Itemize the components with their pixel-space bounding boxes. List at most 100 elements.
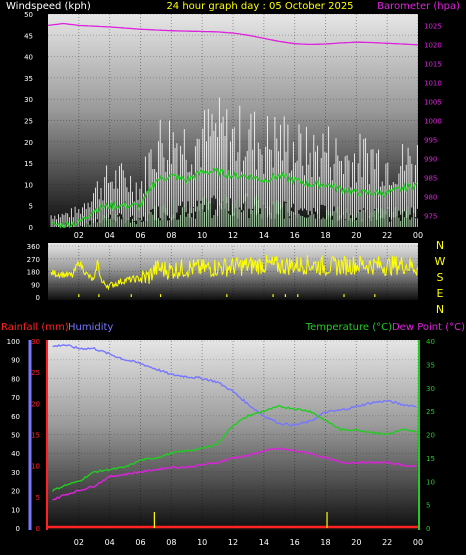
x-tick-20: 20 [351, 538, 361, 547]
temp-ticks: 0 10 20 30 40 50 60 70 80 90 10 00 5 10 15 20 25 30 0 5 10 15… [7, 338, 435, 547]
compass-e: E [437, 287, 444, 300]
temperature-tick-35: 35 [426, 361, 435, 369]
barometer-axis-label: Barometer (hpa) [377, 1, 460, 12]
rainfall-tick-20: 20 [31, 400, 40, 408]
wind-tick-40: 40 [24, 54, 33, 62]
wind-tick-25: 25 [24, 118, 33, 126]
humidity-tick-60: 60 [11, 413, 20, 421]
temperature-tick-5: 5 [426, 502, 430, 510]
temperature-tick-20: 20 [426, 432, 435, 440]
baro-tick-985: 985 [424, 175, 437, 183]
x-tick-08: 08 [166, 231, 176, 240]
wind-direction-series [50, 254, 418, 291]
baro-tick-995: 995 [424, 137, 437, 145]
x-tick-02: 02 [74, 538, 84, 547]
temperature-tick-0: 0 [426, 525, 430, 533]
compass-w: W [435, 255, 446, 268]
temperature-tick-15: 15 [426, 455, 435, 463]
baro-tick-1010: 1010 [424, 79, 442, 87]
x-tick-06: 06 [135, 538, 145, 547]
dir-tick-270: 270 [27, 256, 40, 264]
dir-tick-90: 90 [31, 281, 40, 289]
temp-panel [48, 340, 418, 530]
wind-low-series [80, 193, 418, 227]
rainfall-tick-30: 30 [31, 338, 40, 346]
rainfall-tick-0: 0 [36, 525, 40, 533]
temperature-axis-label: Temperature (°C) [305, 322, 392, 333]
humidity-tick-90: 90 [11, 357, 20, 365]
baro-tick-990: 990 [424, 156, 437, 164]
humidity-tick-10: 10 [11, 506, 20, 514]
x-tick-00: 00 [413, 538, 423, 547]
baro-tick-1005: 1005 [424, 98, 442, 106]
humidity-tick-80: 80 [11, 375, 20, 383]
baro-tick-1020: 1020 [424, 41, 442, 49]
x-tick-10: 10 [197, 538, 207, 547]
rainfall-tick-25: 25 [31, 369, 40, 377]
dewpoint-axis-label: Dew Point (°C) [392, 322, 465, 333]
x-tick-02: 02 [74, 231, 84, 240]
rainfall-tick-5: 5 [36, 494, 40, 502]
x-tick-12: 12 [228, 538, 238, 547]
x-tick-00: 00 [413, 231, 423, 240]
x-tick-08: 08 [166, 538, 176, 547]
x-tick-20: 20 [351, 231, 361, 240]
wind-tick-0: 0 [29, 224, 33, 232]
x-tick-22: 22 [382, 538, 392, 547]
wind-tick-50: 50 [24, 11, 33, 19]
wind-tick-20: 20 [24, 139, 33, 147]
dir-tick-360: 360 [27, 243, 40, 251]
dewpoint-series [52, 447, 417, 501]
direction-grid [48, 245, 419, 298]
chart-title: 24 hour graph day : 05 October 2025 [166, 1, 353, 12]
humidity-tick-0: 0 [16, 525, 20, 533]
compass-n-top: N [436, 239, 444, 252]
rainfall-tick-15: 15 [31, 432, 40, 440]
x-tick-12: 12 [228, 231, 238, 240]
rainfall-axis-label: Rainfall (mm) [1, 322, 69, 333]
x-tick-10: 10 [197, 231, 207, 240]
x-tick-16: 16 [290, 538, 300, 547]
rainfall-tick-10: 10 [31, 463, 40, 471]
wind-tick-45: 45 [24, 32, 33, 40]
humidity-tick-50: 50 [11, 432, 20, 440]
x-tick-18: 18 [320, 538, 330, 547]
wind-average-series [50, 167, 418, 229]
x-tick-14: 14 [259, 231, 269, 240]
baro-tick-1000: 1000 [424, 118, 442, 126]
compass-s: S [437, 271, 444, 284]
wind-tick-10: 10 [24, 181, 33, 189]
compass-n-bottom: N [436, 303, 444, 316]
temperature-tick-40: 40 [426, 338, 435, 346]
temp-series [48, 343, 418, 529]
humidity-tick-40: 40 [11, 450, 20, 458]
barometer-series [47, 22, 419, 46]
x-tick-14: 14 [259, 538, 269, 547]
humidity-tick-70: 70 [11, 394, 20, 402]
wind-tick-35: 35 [24, 75, 33, 83]
baro-tick-975: 975 [424, 213, 437, 221]
temperature-series [52, 404, 417, 492]
baro-tick-980: 980 [424, 194, 437, 202]
wind-tick-15: 15 [24, 160, 33, 168]
dir-tick-180: 180 [27, 269, 40, 277]
wind-ticks: 0510152025303540455097598098599099510001… [24, 11, 442, 240]
humidity-series [52, 343, 417, 427]
humidity-tick-30: 30 [11, 469, 20, 477]
temperature-tick-30: 30 [426, 385, 435, 393]
temperature-tick-25: 25 [426, 408, 435, 416]
x-tick-04: 04 [105, 231, 115, 240]
direction-ticks: 0 90 180 270 360 [27, 243, 40, 302]
baro-tick-1015: 1015 [424, 60, 442, 68]
wind-panel [48, 14, 418, 227]
temperature-tick-10: 10 [426, 478, 435, 486]
x-tick-22: 22 [382, 231, 392, 240]
humidity-tick-20: 20 [11, 488, 20, 496]
direction-series [50, 254, 418, 297]
wind-tick-5: 5 [29, 203, 33, 211]
windspeed-axis-label: Windspeed (kph) [6, 1, 91, 12]
x-tick-18: 18 [320, 231, 330, 240]
x-tick-04: 04 [105, 538, 115, 547]
wind-series [47, 22, 419, 229]
